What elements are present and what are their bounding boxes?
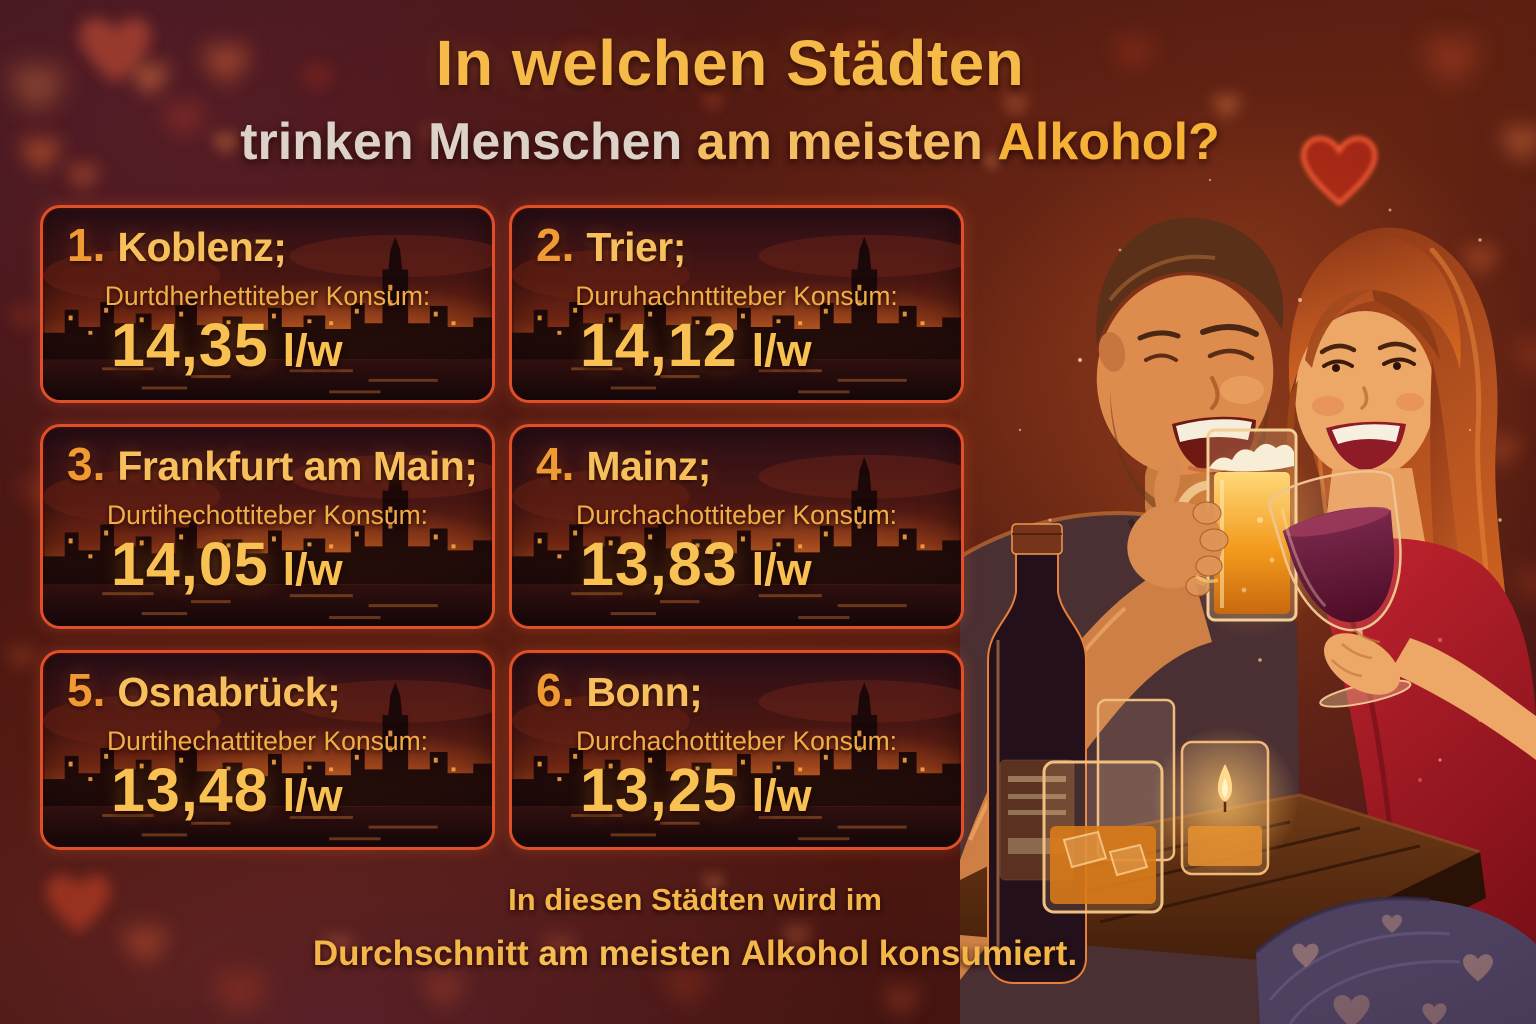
footer-line2-part1: Durchschnitt bbox=[312, 934, 529, 973]
value-row: 13,48 l/w bbox=[111, 755, 343, 825]
consumption-value: 13,83 bbox=[580, 530, 738, 598]
title-line2-part1: trinken Menschen bbox=[240, 113, 683, 171]
consumption-label: Durchachottiteber Konsum: bbox=[575, 726, 898, 756]
title-line-1: In welchen Städten bbox=[435, 27, 1025, 99]
city-name: Koblenz; bbox=[117, 224, 287, 270]
title-line-2: trinken Menschen am meisten Alkohol? bbox=[0, 112, 1460, 172]
consumption-value: 14,35 bbox=[111, 311, 269, 379]
city-card-koblenz: 1. Koblenz; Durtdherhettiteber Konsum: 14… bbox=[40, 205, 495, 403]
consumption-label: Durtihechattiteber Konsum: bbox=[106, 726, 429, 756]
card-head: 3. Frankfurt am Main; bbox=[67, 437, 478, 491]
city-ranking-grid: 1. Koblenz; Durtdherhettiteber Konsum: 14… bbox=[40, 205, 964, 850]
value-row: 13,25 l/w bbox=[580, 755, 812, 825]
consumption-value: 14,12 bbox=[580, 311, 738, 379]
consumption-label: Durtihechottiteber Konsum: bbox=[106, 500, 429, 530]
value-row: 14,35 l/w bbox=[111, 310, 343, 380]
footer-line-1: In diesen Städten wird im bbox=[508, 882, 882, 917]
candle-icon bbox=[1151, 726, 1299, 876]
card-head: 4. Mainz; bbox=[536, 437, 711, 491]
footer-note: In diesen Städten wird im Durchschnitt a… bbox=[0, 882, 1390, 974]
card-head: 6. Bonn; bbox=[536, 663, 703, 717]
consumption-value: 14,05 bbox=[111, 530, 269, 598]
value-row: 14,05 l/w bbox=[111, 529, 343, 599]
city-name: Frankfurt am Main; bbox=[117, 443, 478, 489]
footer-line2-part3: Alkohol konsumiert. bbox=[740, 934, 1078, 973]
consumption-label: Durchachottiteber Konsum: bbox=[575, 500, 898, 530]
couple-toasting-illustration bbox=[960, 90, 1536, 1024]
city-name: Mainz; bbox=[586, 443, 711, 489]
blanket bbox=[1254, 896, 1536, 1024]
consumption-value: 13,48 bbox=[111, 756, 269, 824]
rank-label: 1. bbox=[67, 219, 106, 271]
city-card-mainz: 4. Mainz; Durchachottiteber Konsum: 13,83… bbox=[509, 424, 964, 629]
card-head: 2. Trier; bbox=[536, 218, 686, 272]
city-card-bonn: 6. Bonn; Durchachottiteber Konsum: 13,25 l… bbox=[509, 650, 964, 850]
rank-label: 5. bbox=[67, 664, 106, 716]
consumption-label: Durtdherhettiteber Konsum: bbox=[104, 281, 431, 311]
value-row: 13,83 l/w bbox=[580, 529, 812, 599]
rank-label: 2. bbox=[536, 219, 575, 271]
title-line2-part3: Alkohol? bbox=[997, 113, 1220, 171]
footer-line2-part2: am meisten bbox=[528, 934, 741, 973]
city-name: Trier; bbox=[586, 224, 686, 270]
man-face bbox=[1096, 217, 1284, 522]
city-name: Osnabrück; bbox=[117, 669, 341, 715]
page-title: In welchen Städten trinken Menschen am m… bbox=[0, 26, 1460, 172]
value-row: 14,12 l/w bbox=[580, 310, 812, 380]
consumption-unit: l/w bbox=[282, 325, 343, 376]
title-line2-part2: am meisten bbox=[682, 113, 998, 171]
consumption-unit: l/w bbox=[282, 544, 343, 595]
city-card-trier: 2. Trier; Duruhachnttiteber Konsum: 14,12… bbox=[509, 205, 964, 403]
consumption-unit: l/w bbox=[751, 544, 812, 595]
city-card-frankfurt: 3. Frankfurt am Main; Durtihechottiteber … bbox=[40, 424, 495, 629]
consumption-value: 13,25 bbox=[580, 756, 738, 824]
woman-arm-hand bbox=[1323, 629, 1536, 760]
wine-glass-icon bbox=[1267, 470, 1412, 708]
consumption-label: Duruhachnttiteber Konsum: bbox=[575, 281, 898, 311]
rank-label: 4. bbox=[536, 438, 575, 490]
sparkles bbox=[1018, 178, 1502, 762]
consumption-unit: l/w bbox=[751, 325, 812, 376]
man-arm-hand bbox=[960, 456, 1229, 980]
card-head: 1. Koblenz; bbox=[67, 218, 287, 272]
city-name: Bonn; bbox=[586, 669, 703, 715]
city-card-osnabrueck: 5. Osnabrück; Durtihechattiteber Konsum: … bbox=[40, 650, 495, 850]
footer-line-2: Durchschnitt am meisten Alkohol konsumie… bbox=[0, 934, 1390, 974]
card-head: 5. Osnabrück; bbox=[67, 663, 341, 717]
consumption-unit: l/w bbox=[282, 770, 343, 821]
tumbler-glass bbox=[1042, 698, 1176, 914]
rank-label: 6. bbox=[536, 664, 575, 716]
consumption-unit: l/w bbox=[751, 770, 812, 821]
rank-label: 3. bbox=[67, 438, 106, 490]
